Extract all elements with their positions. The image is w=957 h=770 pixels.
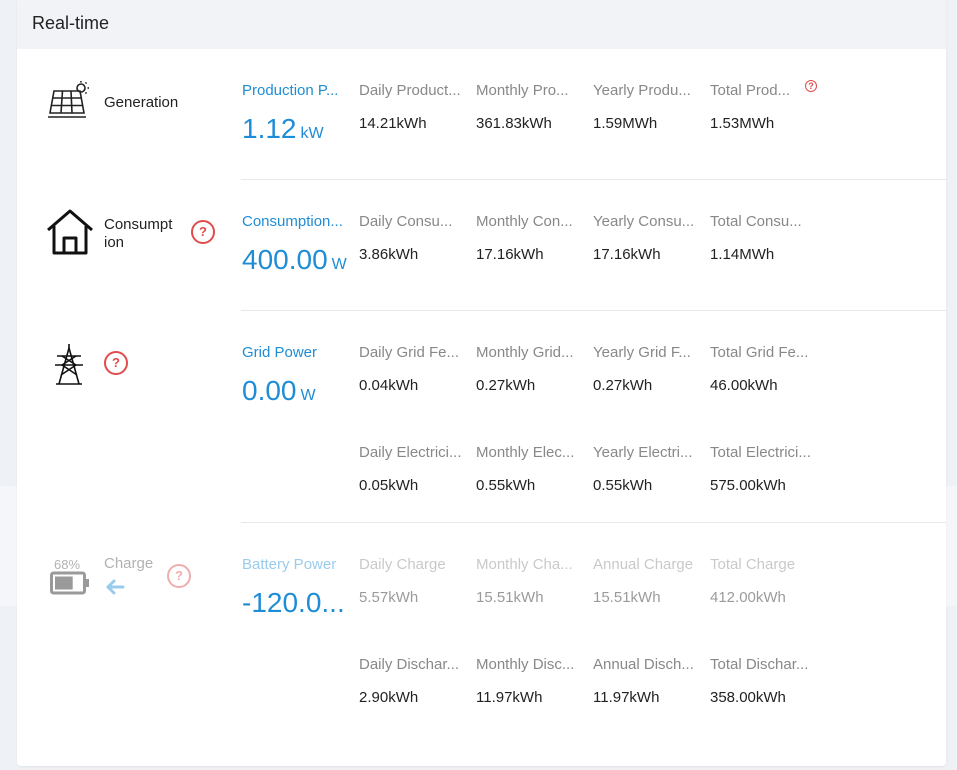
total-purchase-title: Total Electrici... xyxy=(710,444,811,461)
daily-charge-title: Daily Charge xyxy=(359,556,446,573)
daily-charge-value: 5.57kWh xyxy=(359,589,419,606)
yearly-purchase-value: 0.55kWh xyxy=(593,477,653,494)
total-production-help-icon[interactable]: ? xyxy=(805,80,817,92)
monthly-charge-title: Monthly Cha... xyxy=(476,556,573,573)
total-discharge-title: Total Dischar... xyxy=(710,656,809,673)
consumption-label: Consumpt ion xyxy=(104,216,173,251)
annual-discharge-title: Annual Disch... xyxy=(593,656,694,673)
daily-production-title: Daily Product... xyxy=(359,82,461,99)
monthly-discharge-value: 11.97kWh xyxy=(476,689,543,706)
power-tower-icon xyxy=(55,344,83,385)
daily-grid-feed-title: Daily Grid Fe... xyxy=(359,344,460,361)
battery-help-icon[interactable]: ? xyxy=(167,564,191,588)
monthly-purchase-title: Monthly Elec... xyxy=(476,444,575,461)
daily-purchase-value: 0.05kWh xyxy=(359,477,419,494)
generation-section: Generation Production P... 1.12 kW Daily … xyxy=(17,49,946,179)
monthly-charge-value: 15.51kWh xyxy=(476,589,544,606)
monthly-production-title: Monthly Pro... xyxy=(476,82,569,99)
battery-section: 68% Charge ? Battery Power -120.0... Dai… xyxy=(17,523,946,766)
monthly-production-value: 361.83kWh xyxy=(476,115,552,132)
yearly-consumption-value: 17.16kWh xyxy=(593,246,661,263)
consumption-power-number: 400.00 xyxy=(242,244,328,275)
total-charge-title: Total Charge xyxy=(710,556,796,573)
consumption-power-unit: W xyxy=(331,256,347,273)
production-power-value: 1.12 kW xyxy=(242,113,324,145)
daily-discharge-value: 2.90kWh xyxy=(359,689,419,706)
daily-production-value: 14.21kWh xyxy=(359,115,427,132)
total-purchase-value: 575.00kWh xyxy=(710,477,786,494)
annual-discharge-value: 11.97kWh xyxy=(593,689,660,706)
battery-icon xyxy=(50,571,89,595)
battery-power-title: Battery Power xyxy=(242,556,337,573)
monthly-discharge-title: Monthly Disc... xyxy=(476,656,575,673)
monthly-grid-feed-value: 0.27kWh xyxy=(476,377,536,394)
card-title: Real-time xyxy=(32,13,110,33)
total-grid-feed-title: Total Grid Fe... xyxy=(710,344,809,361)
generation-label: Generation xyxy=(104,94,179,111)
yearly-grid-feed-value: 0.27kWh xyxy=(593,377,653,394)
total-discharge-value: 358.00kWh xyxy=(710,689,786,706)
monthly-purchase-value: 0.55kWh xyxy=(476,477,536,494)
daily-discharge-title: Daily Dischar... xyxy=(359,656,460,673)
consumption-help-icon[interactable]: ? xyxy=(191,220,215,244)
total-consumption-title: Total Consu... xyxy=(710,213,802,230)
yearly-purchase-title: Yearly Electri... xyxy=(593,444,693,461)
production-power-title: Production P... xyxy=(242,82,339,99)
total-production-value: 1.53MWh xyxy=(710,115,775,132)
total-charge-value: 412.00kWh xyxy=(710,589,786,606)
daily-grid-feed-value: 0.04kWh xyxy=(359,377,419,394)
realtime-card: Real-time Generation Production P... 1.1… xyxy=(17,0,946,766)
yearly-production-title: Yearly Produ... xyxy=(593,82,691,99)
grid-power-value: 0.00 W xyxy=(242,375,316,407)
grid-power-number: 0.00 xyxy=(242,375,297,406)
daily-consumption-value: 3.86kWh xyxy=(359,246,419,263)
monthly-consumption-title: Monthly Con... xyxy=(476,213,573,230)
monthly-consumption-value: 17.16kWh xyxy=(476,246,544,263)
divider-generation xyxy=(241,179,946,180)
grid-section: ? Grid Power 0.00 W Daily Grid Fe... 0.04… xyxy=(17,311,946,523)
consumption-section: Consumpt ion ? Consumption... 400.00 W Da… xyxy=(17,180,946,310)
monthly-grid-feed-title: Monthly Grid... xyxy=(476,344,574,361)
yearly-production-value: 1.59MWh xyxy=(593,115,658,132)
battery-soc: 68% xyxy=(54,557,81,572)
solar-panel-icon xyxy=(48,81,89,118)
grid-power-unit: W xyxy=(300,387,316,404)
annual-charge-title: Annual Charge xyxy=(593,556,694,573)
total-grid-feed-value: 46.00kWh xyxy=(710,377,778,394)
grid-power-title: Grid Power xyxy=(242,344,318,361)
house-icon xyxy=(47,209,93,255)
yearly-consumption-title: Yearly Consu... xyxy=(593,213,695,230)
battery-charge-label: Charge xyxy=(104,555,154,572)
battery-power-value: -120.0... xyxy=(242,587,345,618)
annual-charge-value: 15.51kWh xyxy=(593,589,661,606)
divider-grid xyxy=(241,522,946,523)
production-power-number: 1.12 xyxy=(242,113,297,144)
total-consumption-value: 1.14MWh xyxy=(710,246,775,263)
production-power-unit: kW xyxy=(300,125,324,142)
total-production-title: Total Prod... xyxy=(710,82,791,99)
divider-consumption xyxy=(241,310,946,311)
grid-help-icon[interactable]: ? xyxy=(104,351,128,375)
arrow-left-icon xyxy=(106,579,125,595)
daily-purchase-title: Daily Electrici... xyxy=(359,444,462,461)
consumption-power-value: 400.00 W xyxy=(242,244,347,276)
yearly-grid-feed-title: Yearly Grid F... xyxy=(593,344,691,361)
consumption-power-title: Consumption... xyxy=(242,213,343,230)
daily-consumption-title: Daily Consu... xyxy=(359,213,453,230)
card-header: Real-time xyxy=(17,0,946,49)
